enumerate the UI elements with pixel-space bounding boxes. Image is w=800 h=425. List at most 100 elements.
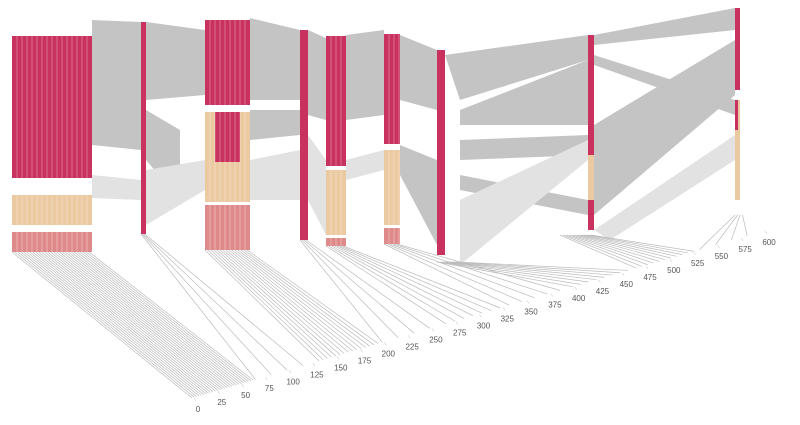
link-line: [445, 261, 597, 281]
tick-mark: [693, 251, 696, 256]
link-line: [337, 245, 483, 314]
link-line: [74, 251, 242, 384]
tick-mark: [384, 342, 387, 346]
link-line: [11, 251, 193, 399]
link-line: [246, 249, 379, 344]
link-line: [85, 251, 251, 382]
tick-mark: [550, 293, 554, 297]
link-line: [207, 249, 324, 360]
link-line: [383, 243, 510, 306]
x-tick-label: 175: [358, 356, 372, 365]
link-line: [343, 245, 501, 309]
link-line: [340, 245, 492, 311]
link-line: [204, 249, 320, 362]
link-line: [240, 249, 370, 347]
link-line: [442, 261, 589, 283]
tick-mark: [479, 314, 482, 318]
x-tick-label: 475: [643, 273, 657, 282]
link-line: [29, 251, 207, 395]
flow: [250, 150, 300, 200]
x-tick-label: 575: [739, 245, 753, 254]
link-line: [35, 251, 212, 393]
tick-mark: [764, 230, 768, 235]
link-line: [38, 251, 214, 393]
link-line: [234, 249, 362, 349]
flow: [92, 20, 141, 150]
flow: [146, 22, 205, 100]
tick-mark: [669, 258, 673, 262]
flow: [460, 140, 588, 265]
tick-mark: [574, 286, 577, 290]
flow: [594, 40, 735, 215]
link-line: [141, 233, 272, 376]
column-segment: [588, 155, 594, 200]
link-line: [62, 251, 233, 387]
tick-mark: [431, 328, 435, 332]
link-line: [331, 245, 465, 319]
link-line: [559, 234, 637, 269]
link-line: [448, 261, 605, 278]
link-line: [393, 243, 548, 295]
link-line: [14, 251, 195, 398]
x-tick-label: 50: [241, 391, 250, 400]
tick-mark: [717, 244, 720, 249]
column-segment: [735, 100, 740, 200]
link-line: [299, 239, 383, 343]
link-line: [23, 251, 202, 396]
link-line: [305, 239, 431, 329]
x-tick-label: 275: [453, 329, 467, 338]
link-line: [730, 214, 741, 241]
tick-mark: [217, 390, 221, 395]
x-tick-label: 525: [691, 259, 705, 268]
link-line: [59, 251, 230, 388]
link-line: [143, 233, 288, 371]
flow: [445, 35, 588, 100]
link-line: [566, 234, 648, 266]
x-tick-label: 300: [477, 322, 491, 331]
tick-mark: [241, 383, 244, 388]
link-line: [44, 251, 219, 391]
links: [11, 214, 748, 399]
flow: [250, 18, 300, 100]
link-line: [88, 251, 254, 381]
link-line: [699, 214, 736, 250]
x-tick-label: 100: [286, 377, 300, 386]
column-segment: [384, 34, 400, 144]
link-line: [237, 249, 366, 348]
link-line: [228, 249, 353, 352]
x-tick-label: 150: [334, 363, 348, 372]
tick-mark: [336, 356, 339, 360]
tick-mark: [598, 279, 601, 283]
column-segment: [735, 100, 738, 130]
x-tick-label: 325: [501, 315, 515, 324]
link-line: [569, 234, 654, 264]
x-tick-label: 225: [405, 342, 419, 351]
link-line: [436, 261, 573, 288]
link-line: [439, 261, 581, 285]
link-line: [303, 239, 415, 334]
column-segment: [141, 22, 146, 234]
link-line: [243, 249, 375, 346]
link-line: [390, 243, 535, 299]
link-line: [334, 245, 474, 317]
flow: [308, 135, 326, 235]
link-line: [65, 251, 235, 386]
x-tick-label: 75: [265, 384, 274, 393]
link-line: [584, 234, 683, 255]
link-line: [41, 251, 216, 392]
link-line: [578, 234, 671, 259]
tick-mark: [288, 370, 292, 374]
x-tick-label: 350: [524, 308, 538, 317]
column-segment: [300, 30, 308, 240]
link-line: [325, 245, 446, 325]
link-line: [562, 234, 643, 267]
link-line: [572, 234, 660, 262]
link-line: [68, 251, 237, 386]
flow: [346, 30, 384, 120]
link-line: [82, 251, 249, 382]
flow: [460, 135, 588, 160]
stripes: [16, 20, 400, 252]
column-segment: [205, 20, 250, 105]
link-line: [742, 214, 748, 236]
